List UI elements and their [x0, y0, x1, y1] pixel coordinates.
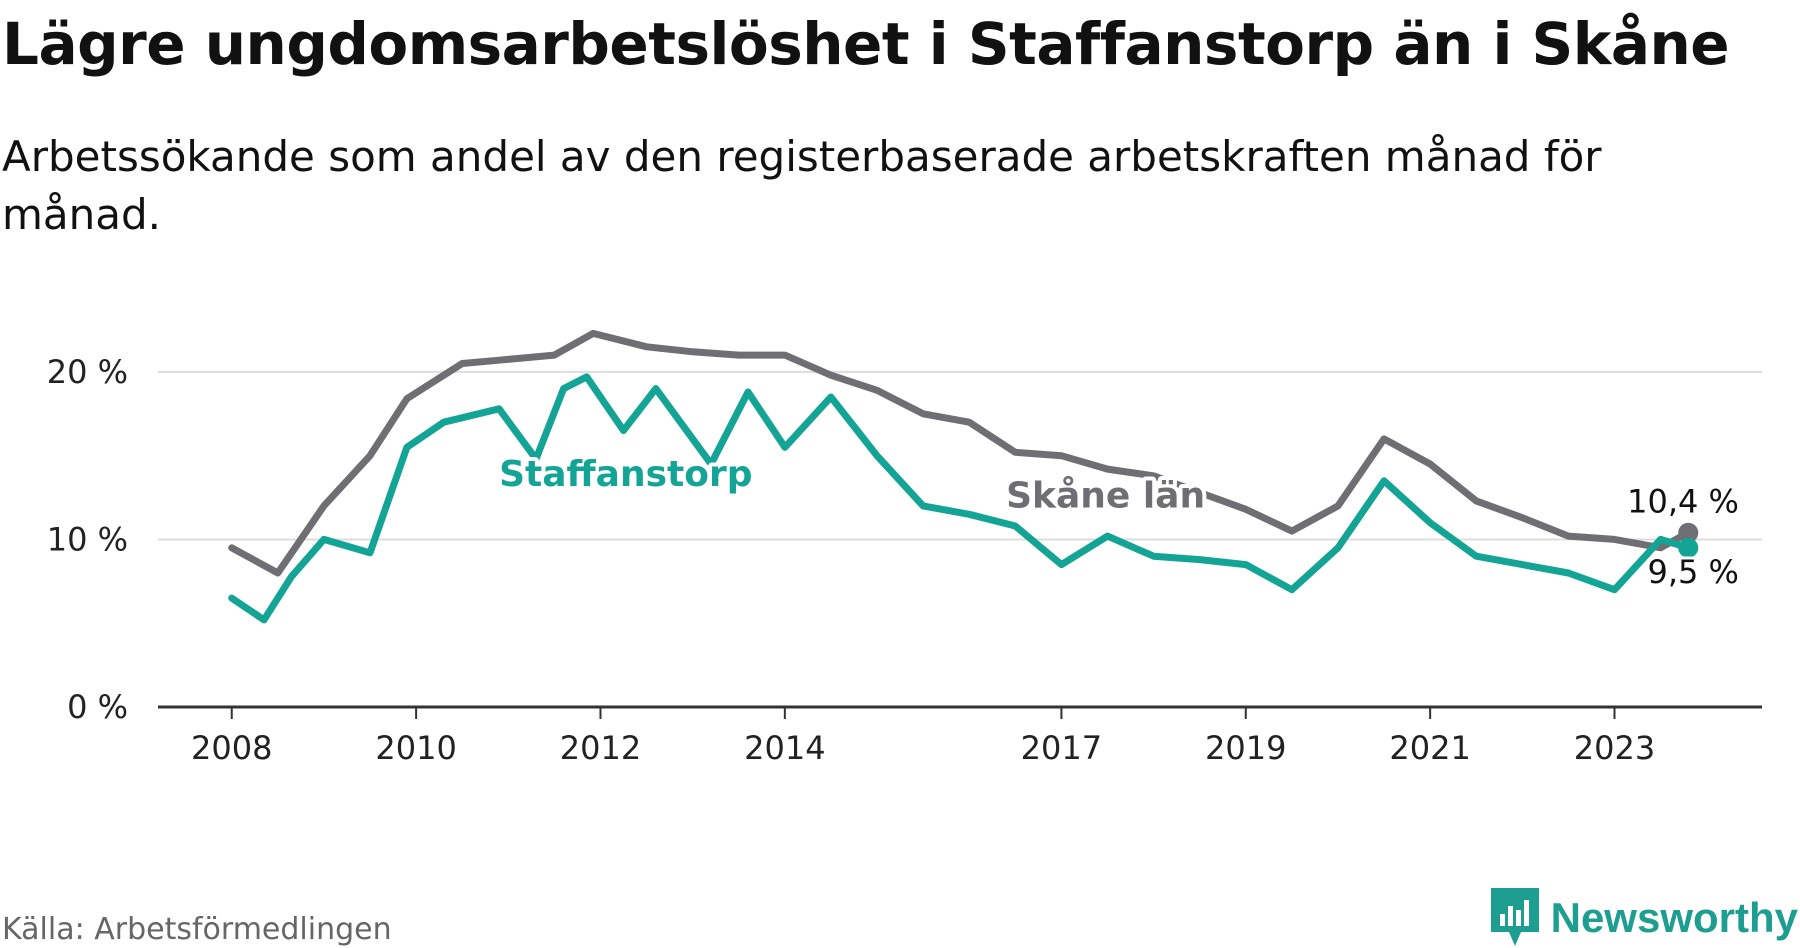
end-value-label-staffanstorp: 9,5 % [1647, 553, 1738, 591]
x-axis-ticks: 2008 2010 2012 2014 2017 2019 2021 2023 [191, 707, 1655, 767]
x-tick-label: 2014 [744, 729, 825, 767]
y-axis-ticks: 0 % 10 % 20 % [47, 353, 128, 726]
x-tick-label: 2019 [1205, 729, 1286, 767]
line-chart: 0 % 10 % 20 % 2008 2010 2012 2014 2017 2019 2021… [47, 329, 1762, 767]
series-lines [228, 329, 1699, 624]
x-tick-label: 2021 [1389, 729, 1470, 767]
brand-name: Newsworthy [1550, 894, 1798, 941]
x-tick-label: 2017 [1021, 729, 1102, 767]
x-tick-label: 2023 [1574, 729, 1655, 767]
chart-subtitle: Arbetssökande som andel av den registerb… [2, 132, 1602, 239]
series-line-skane-lan [228, 329, 1692, 577]
series-end-dot-skane-lan [1678, 522, 1699, 543]
newsworthy-logo-icon [1490, 888, 1539, 946]
chart-title: Lägre ungdomsarbetslöshet i Staffanstorp… [2, 10, 1730, 78]
y-tick-label: 20 % [47, 353, 128, 391]
y-tick-label: 0 % [67, 688, 128, 726]
y-tick-label: 10 % [47, 520, 128, 558]
series-end-dot-staffanstorp [1678, 537, 1699, 558]
series-line-staffanstorp [228, 373, 1692, 624]
series-labels: Staffanstorp Skåne län 10,4 % 9,5 % [495, 450, 1742, 594]
x-tick-label: 2012 [560, 729, 641, 767]
x-tick-label: 2008 [191, 729, 272, 767]
x-tick-label: 2010 [375, 729, 456, 767]
series-name-skane-lan: Skåne län [1006, 476, 1205, 517]
series-name-staffanstorp: Staffanstorp [499, 454, 752, 495]
brand: Newsworthy [1490, 888, 1798, 948]
source-note: Källa: Arbetsförmedlingen [2, 912, 392, 947]
end-value-label-skane-lan: 10,4 % [1627, 483, 1739, 521]
grid-lines [158, 370, 1762, 541]
